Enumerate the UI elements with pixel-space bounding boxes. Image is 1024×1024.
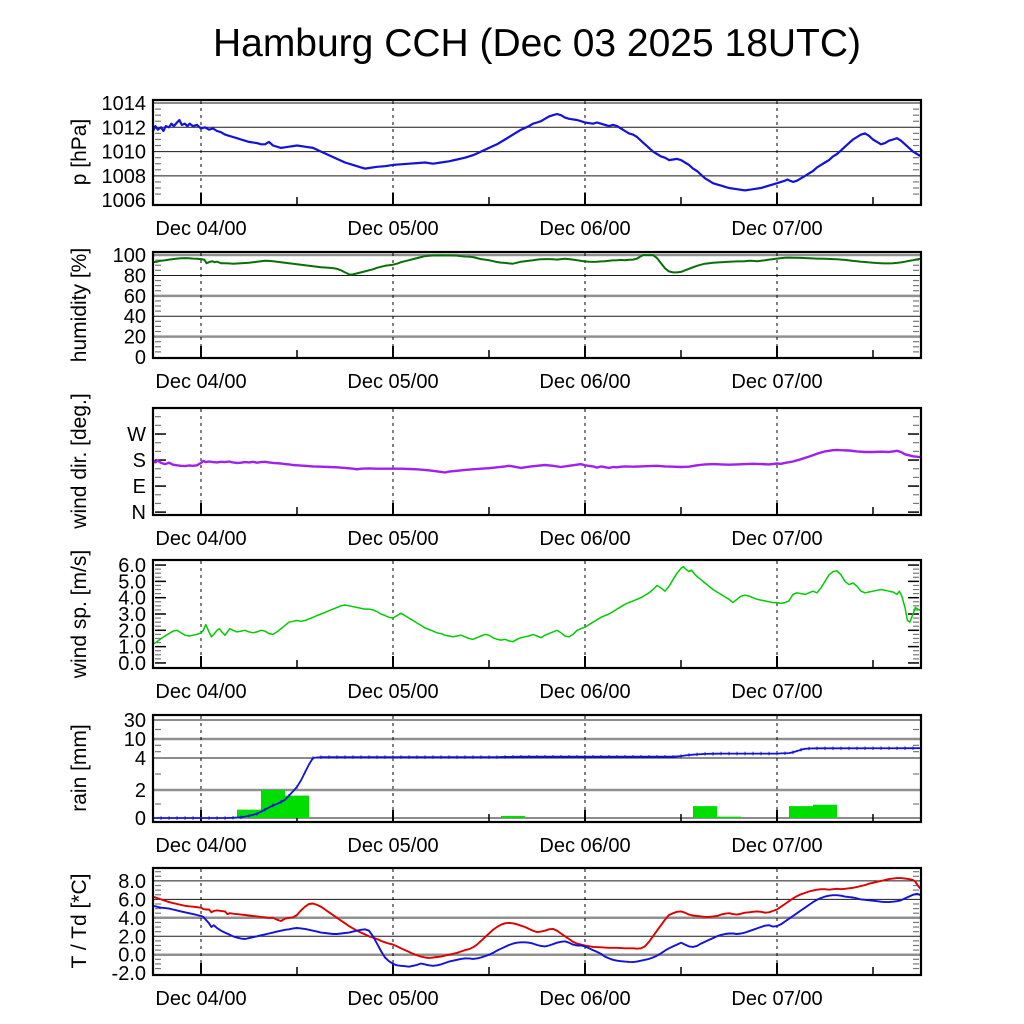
humidity-ytick-label: 20 [124,327,146,349]
x-tick-label: Dec 05/00 [347,681,438,703]
x-tick-label: Dec 07/00 [731,371,822,393]
rain-bar [813,804,837,819]
x-tick-label: Dec 07/00 [731,988,822,1010]
ylabel-temperature: T / Td [*C] [68,873,91,969]
x-tick-label: Dec 05/00 [347,371,438,393]
x-tick-label: Dec 06/00 [539,218,630,240]
x-tick-label: Dec 05/00 [347,988,438,1010]
x-tick-label: Dec 07/00 [731,835,822,857]
wind-direction-ytick-label: S [133,450,146,472]
ylabel-wind-direction: wind dir. [deg.] [68,393,91,529]
humidity-ytick-label: 100 [113,245,146,267]
x-tick-label: Dec 04/00 [155,371,246,393]
rain-ytick-label: 30 [124,710,146,732]
wind-speed-ytick-label: 2.0 [118,620,146,642]
x-tick-label: Dec 06/00 [539,528,630,550]
pressure-ytick-label: 1014 [102,93,147,115]
x-tick-label: Dec 07/00 [731,218,822,240]
rain-bar [237,809,261,819]
rain-bar [717,816,741,819]
x-tick-label: Dec 05/00 [347,528,438,550]
x-tick-label: Dec 04/00 [155,681,246,703]
temperature-dewpoint-ytick-label: 6.0 [118,889,146,911]
wind-speed-panel-border [151,558,923,670]
rain-ytick-label: 10 [124,729,146,751]
temperature-dewpoint-ytick-label: 2.0 [118,926,146,948]
humidity-ytick-label: 40 [124,306,146,328]
wind-direction-series [151,448,923,474]
humidity-series [152,254,922,276]
wind-direction-ytick-label: N [132,502,146,524]
temperature-dewpoint-ytick-label: 8.0 [118,871,146,893]
rain-panel-border [151,713,923,824]
wind-direction-ytick-label: W [127,424,146,446]
wind-direction-panel-border [151,406,923,517]
pressure-ytick-label: 1010 [102,142,147,164]
x-tick-label: Dec 04/00 [155,218,246,240]
wind-direction-ytick-label: E [133,476,146,498]
x-tick-label: Dec 05/00 [347,835,438,857]
pressure-ytick-label: 1008 [102,166,147,188]
x-tick-label: Dec 04/00 [155,988,246,1010]
rain-bar [789,806,813,819]
rain-ytick-label: 2 [135,780,146,802]
x-tick-label: Dec 07/00 [731,528,822,550]
wind-speed-ytick-label: 5.0 [118,571,146,593]
temperature-dewpoint-ytick-label: 4.0 [118,908,146,930]
x-tick-label: Dec 06/00 [539,371,630,393]
temperature-dewpoint-panel-border [151,866,923,977]
wind-speed-ytick-label: 4.0 [118,588,146,610]
ylabel-pressure: p [hPa] [68,118,91,186]
pressure-ytick-label: 1012 [102,117,147,139]
pressure-ytick-label: 1006 [102,190,147,212]
temperature-series [152,877,922,959]
wind-speed-ytick-label: 1.0 [118,637,146,659]
x-tick-label: Dec 04/00 [155,835,246,857]
ylabel-wind-speed: wind sp. [m/s] [68,549,91,679]
wind-speed-ytick-label: 6.0 [118,555,146,577]
rain-bar [285,795,309,819]
dewpoint-series [152,892,922,968]
pressure-series [151,112,923,192]
rain-ytick-label: 0 [135,808,146,830]
humidity-ytick-label: 0 [135,347,146,369]
ylabel-humidity: humidity [%] [68,247,91,363]
wind-speed-ytick-label: 0.0 [118,653,146,675]
rain-bar [501,815,525,819]
humidity-panel-border [151,250,923,360]
wind-speed-series [152,565,922,645]
chart-title: Hamburg CCH (Dec 03 2025 18UTC) [212,22,862,65]
rain-ytick-label: 4 [135,748,146,770]
ylabel-rain: rain [mm] [68,724,91,812]
humidity-ytick-label: 80 [124,265,146,287]
humidity-ytick-label: 60 [124,286,146,308]
temperature-dewpoint-ytick-label: 0.0 [118,945,146,967]
x-tick-label: Dec 06/00 [539,988,630,1010]
x-tick-label: Dec 05/00 [347,218,438,240]
temperature-dewpoint-ytick-label: -2.0 [112,963,146,985]
x-tick-label: Dec 06/00 [539,835,630,857]
x-tick-label: Dec 07/00 [731,681,822,703]
pressure-panel-border [151,98,923,207]
x-tick-label: Dec 04/00 [155,528,246,550]
x-tick-label: Dec 06/00 [539,681,630,703]
wind-speed-ytick-label: 3.0 [118,604,146,626]
rain-bar [693,806,717,819]
